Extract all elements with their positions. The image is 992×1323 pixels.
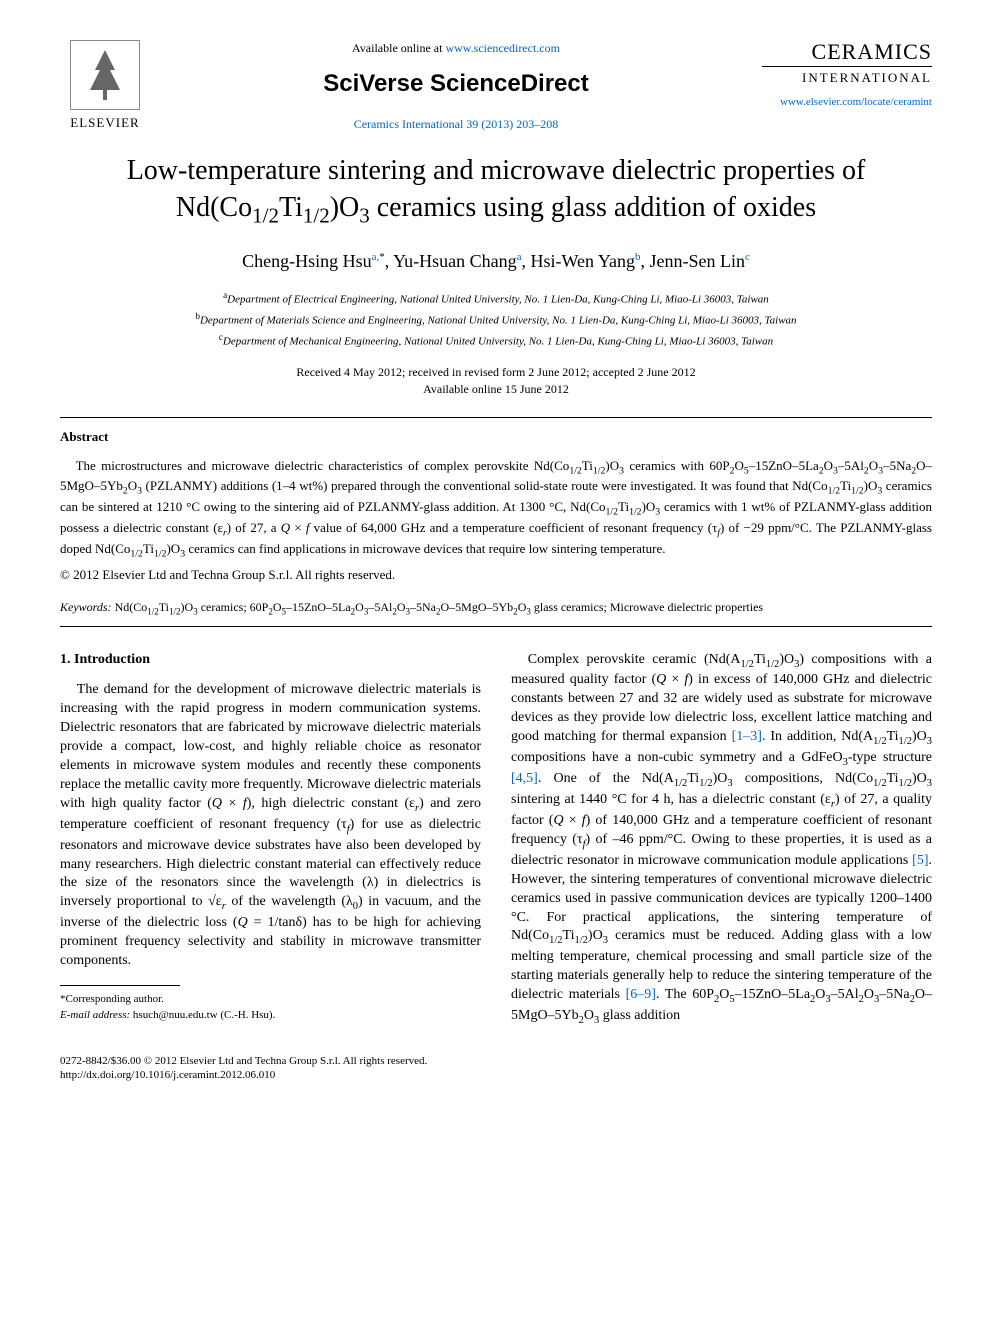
received-date: Received 4 May 2012; received in revised… [60,364,932,381]
intro-para-1: The demand for the development of microw… [60,681,481,971]
journal-reference[interactable]: Ceramics International 39 (2013) 203–208 [170,116,742,133]
author-1-corr-star: * [379,251,385,263]
doi-link[interactable]: http://dx.doi.org/10.1016/j.ceramint.201… [60,1068,932,1082]
author-3-affil: b [635,251,641,263]
title-sub3: 3 [359,203,370,227]
email-line: E-mail address: hsuch@nuu.edu.tw (C.-H. … [60,1008,481,1022]
ref-5[interactable]: [5] [912,853,928,868]
title-sub2: 1/2 [303,203,330,227]
affiliation-b: bDepartment of Materials Science and Eng… [60,310,932,329]
author-2: Yu-Hsuan Chang [393,251,517,271]
corresponding-author-note: *Corresponding author. [60,992,481,1006]
article-dates: Received 4 May 2012; received in revised… [60,364,932,398]
abstract-copyright: © 2012 Elsevier Ltd and Techna Group S.r… [60,566,932,584]
author-4-affil: c [745,251,750,263]
title-line2-mid: Ti [279,192,303,223]
rule-below-keywords [60,626,932,627]
available-online-prefix: Available online at [352,41,445,55]
rule-above-abstract [60,417,932,418]
online-date: Available online 15 June 2012 [60,381,932,398]
page-header: ELSEVIER Available online at www.science… [60,40,932,133]
title-line2-end: ceramics using glass addition of oxides [370,192,816,223]
issn-copyright: 0272-8842/$36.00 © 2012 Elsevier Ltd and… [60,1054,932,1068]
available-online: Available online at www.sciencedirect.co… [170,40,742,57]
journal-logo: CERAMICS INTERNATIONAL www.elsevier.com/… [762,40,932,111]
affiliation-c: cDepartment of Mechanical Engineering, N… [60,331,932,350]
article-title: Low-temperature sintering and microwave … [60,153,932,229]
elsevier-logo: ELSEVIER [60,40,150,132]
title-line2-post: )O [330,192,360,223]
title-line1: Low-temperature sintering and microwave … [127,155,866,186]
journal-homepage-link[interactable]: www.elsevier.com/locate/ceramint [762,95,932,110]
elsevier-text: ELSEVIER [60,114,150,132]
footnotes: *Corresponding author. E-mail address: h… [60,992,481,1023]
author-4: Jenn-Sen Lin [650,251,745,271]
ceramics-title: CERAMICS [762,40,932,64]
sciencedirect-link[interactable]: www.sciencedirect.com [445,41,560,55]
header-center: Available online at www.sciencedirect.co… [150,40,762,133]
page-footer: 0272-8842/$36.00 © 2012 Elsevier Ltd and… [60,1054,932,1083]
footnote-separator [60,985,180,986]
ref-6-9[interactable]: [6–9] [626,987,656,1002]
elsevier-tree-icon [70,40,140,110]
intro-heading: 1. Introduction [60,651,481,670]
ref-1-3[interactable]: [1–3] [732,729,762,744]
keywords-label: Keywords: [60,600,112,614]
sciverse-logo: SciVerse ScienceDirect [170,67,742,101]
email-address: hsuch@nuu.edu.tw (C.-H. Hsu). [130,1009,275,1021]
title-line2-pre: Nd(Co [176,192,252,223]
affiliation-a: aDepartment of Electrical Engineering, N… [60,289,932,308]
abstract-heading: Abstract [60,428,932,446]
affiliations: aDepartment of Electrical Engineering, N… [60,289,932,350]
title-sub1: 1/2 [252,203,279,227]
author-2-affil: a [517,251,522,263]
authors-list: Cheng-Hsing Hsua,*, Yu-Hsuan Changa, Hsi… [60,249,932,274]
author-3: Hsi-Wen Yang [530,251,635,271]
ceramics-subtitle: INTERNATIONAL [762,66,932,87]
email-label: E-mail address: [60,1009,130,1021]
keywords: Keywords: Nd(Co1/2Ti1/2)O3 ceramics; 60P… [60,599,932,618]
ref-4-5[interactable]: [4,5] [511,771,538,786]
author-1: Cheng-Hsing Hsu [242,251,372,271]
body-columns: 1. Introduction The demand for the devel… [60,651,932,1029]
intro-para-2: Complex perovskite ceramic (Nd(A1/2Ti1/2… [511,651,932,1029]
abstract-text: The microstructures and microwave dielec… [60,457,932,561]
